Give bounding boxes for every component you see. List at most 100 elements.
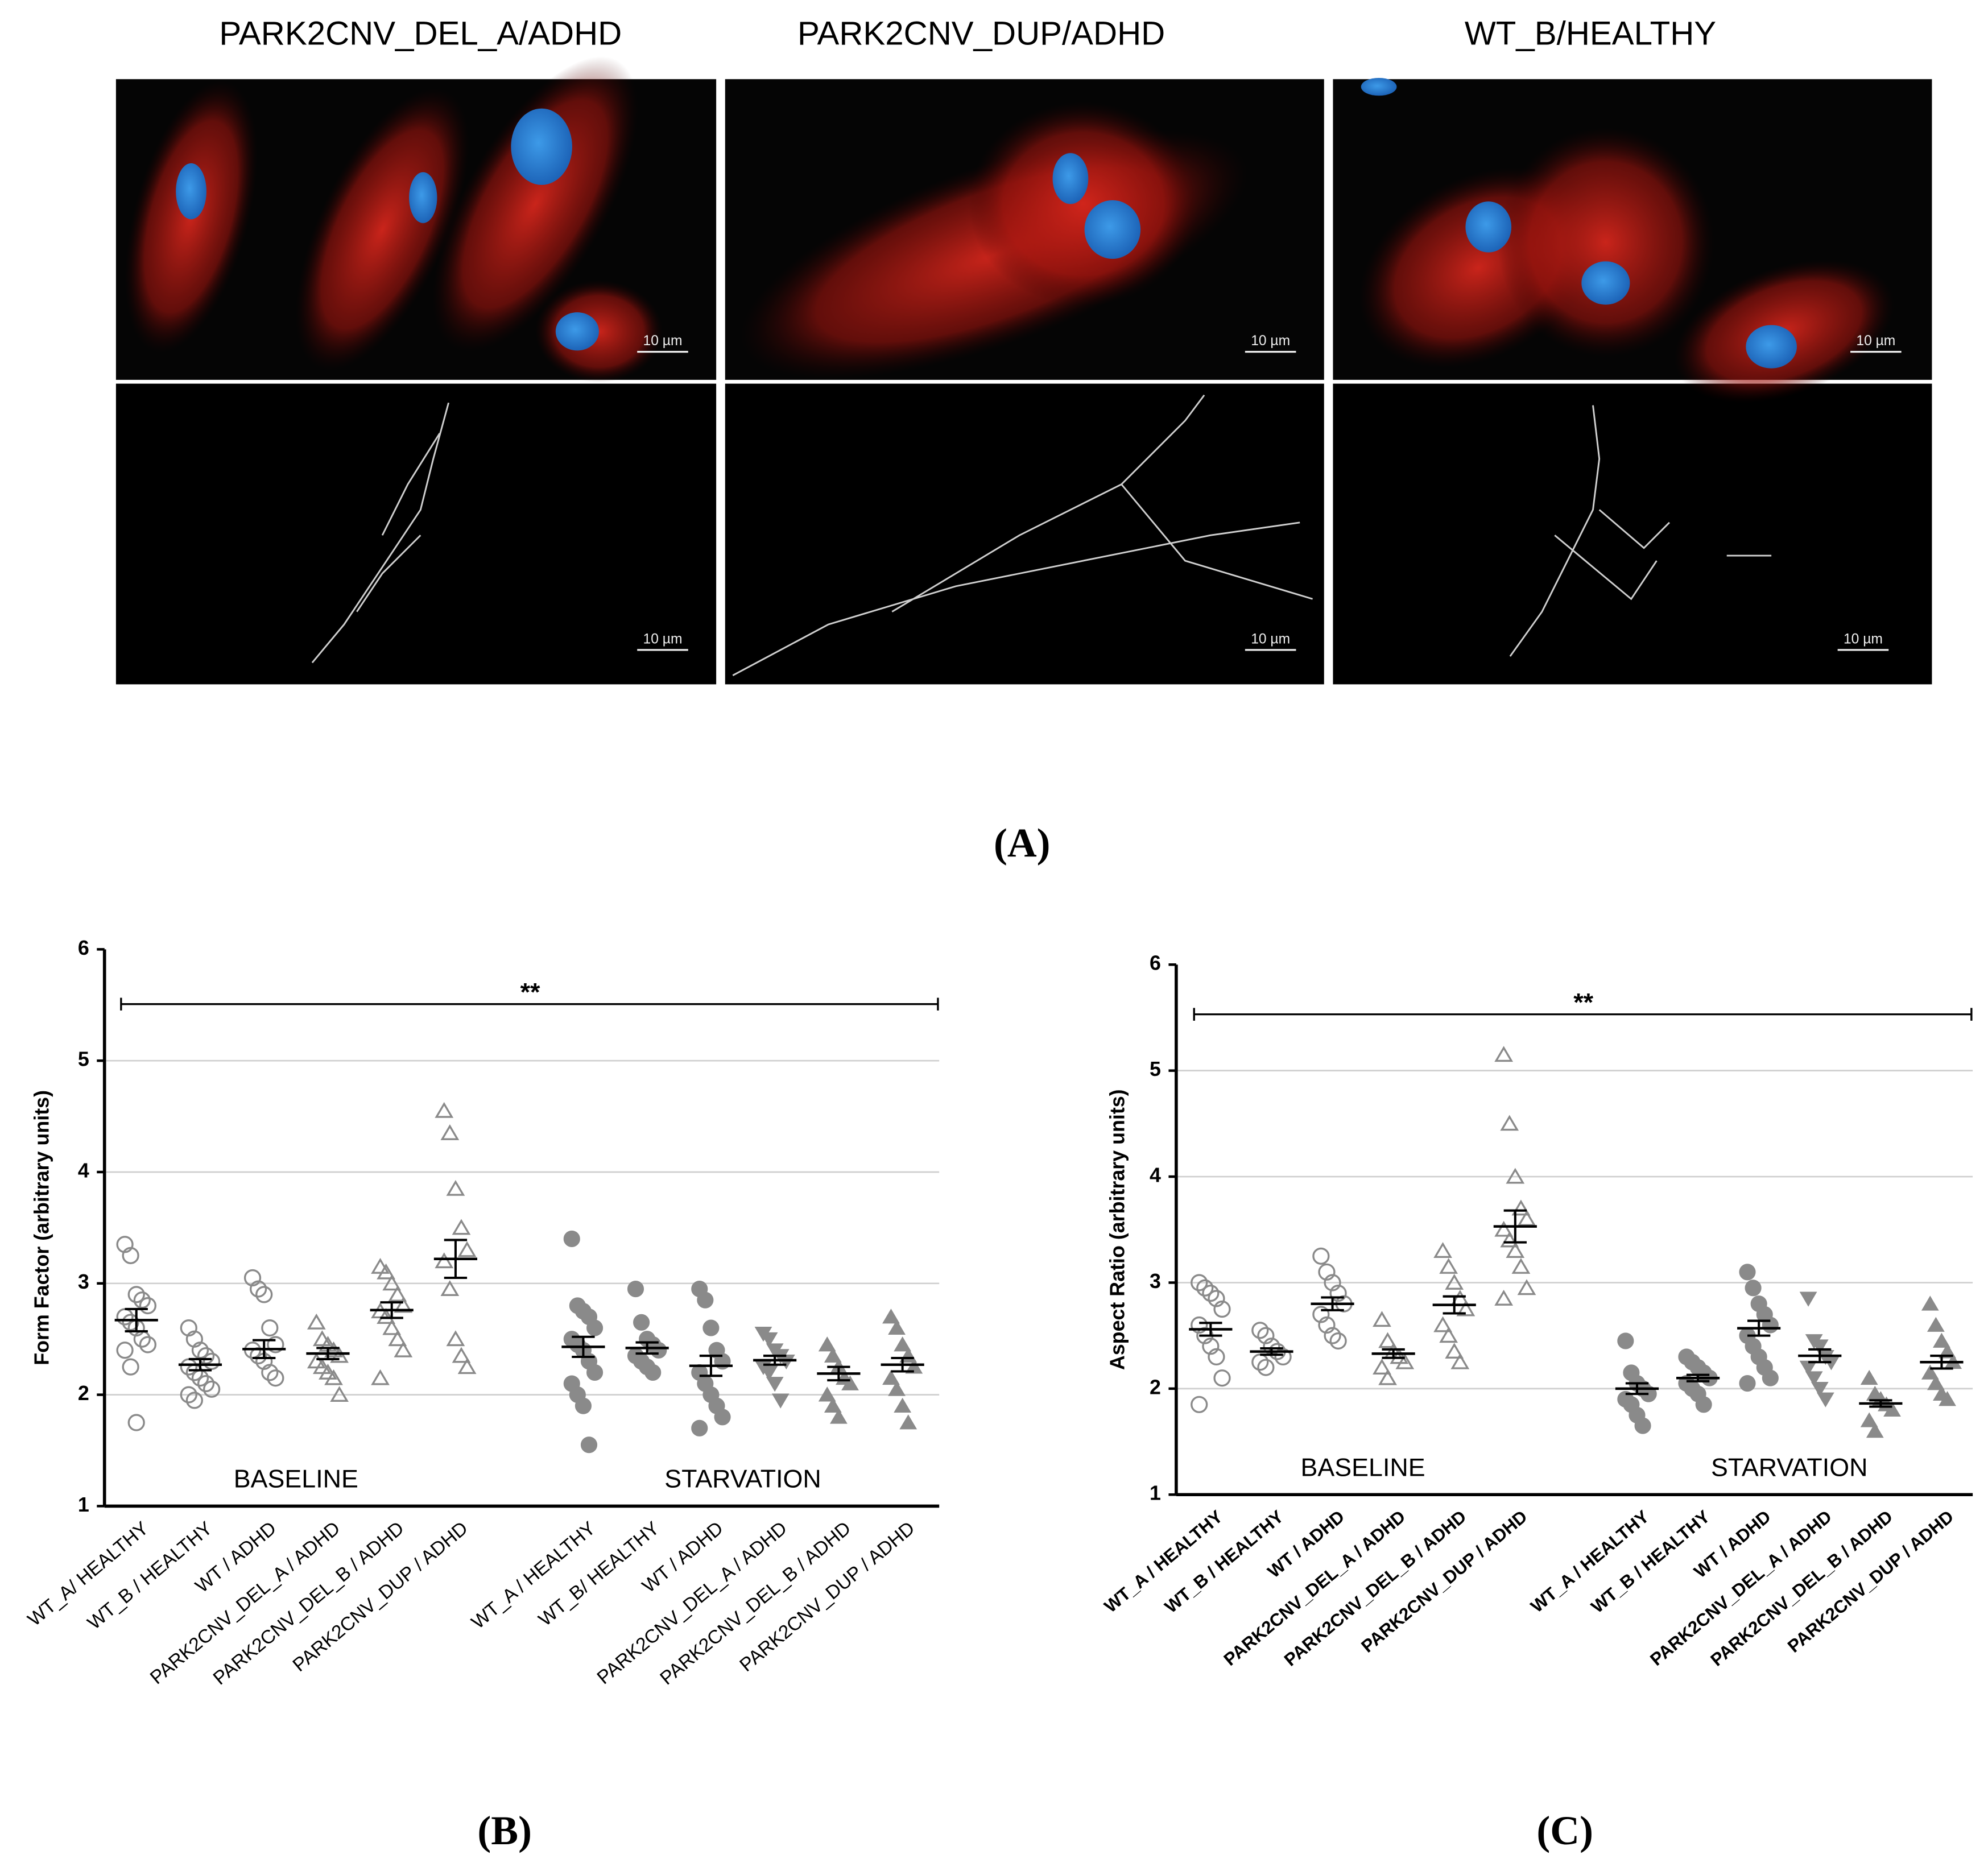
data-point (563, 1230, 580, 1248)
data-point (116, 1342, 134, 1359)
data-point (1617, 1332, 1634, 1349)
annotation: ** (520, 978, 540, 1007)
data-point (452, 1347, 471, 1363)
group-label: STARVATION (1711, 1453, 1867, 1481)
x-tick-label: WT_B/ HEALTHY (535, 1518, 663, 1630)
data-point (824, 1397, 842, 1413)
data-point (1745, 1280, 1762, 1297)
data-point (1312, 1306, 1330, 1323)
nucleus (1465, 201, 1512, 252)
data-point (127, 1414, 145, 1431)
data-point (691, 1419, 708, 1436)
data-point (771, 1393, 790, 1409)
data-point (1811, 1381, 1829, 1397)
data-point (382, 1274, 402, 1291)
chart: 1 2 3 4 5 6 Aspect Ratio (arbitrary units) ** BA… (1101, 952, 1973, 1853)
data-point (452, 1219, 471, 1235)
data-point (1939, 1343, 1956, 1359)
data-point (1506, 1242, 1525, 1258)
data-point (633, 1314, 650, 1331)
data-point (766, 1377, 784, 1392)
data-point (267, 1336, 284, 1353)
panel-title: PARK2CNV_DUP/ADHD (797, 15, 1165, 52)
data-point (1927, 1316, 1945, 1332)
error-bar (1382, 1348, 1405, 1359)
data-point (1866, 1423, 1884, 1438)
annotation: ** (1573, 988, 1593, 1017)
error-bar (699, 1355, 723, 1377)
data-point (1860, 1369, 1878, 1385)
data-point (267, 1369, 284, 1387)
nucleus (1361, 77, 1397, 96)
data-point (1517, 1279, 1536, 1295)
data-point (435, 1102, 454, 1118)
y-axis-label: Form Factor (arbitrary units) (31, 1090, 53, 1365)
y-tick-label: 5 (1150, 1058, 1161, 1080)
data-point (1196, 1279, 1214, 1297)
data-point (312, 1358, 332, 1375)
data-point (697, 1291, 714, 1309)
data-point (1517, 1210, 1536, 1227)
image (115, 383, 717, 685)
data-point (1257, 1327, 1275, 1344)
data-point (894, 1336, 912, 1352)
skeleton-trace (1509, 405, 1772, 657)
cell (432, 56, 638, 352)
y-tick-label: 1 (78, 1493, 89, 1516)
data-point (330, 1347, 349, 1363)
data-point (1494, 1046, 1514, 1062)
data-point (1506, 1168, 1525, 1184)
data-point (1439, 1258, 1458, 1274)
data-point (388, 1330, 407, 1347)
data-point (122, 1247, 139, 1264)
data-point (905, 1359, 923, 1374)
cell (968, 102, 1198, 306)
data-point (882, 1369, 900, 1385)
error-bar (1260, 1347, 1283, 1356)
nucleus (176, 163, 206, 220)
data-point (1208, 1290, 1225, 1307)
data-point (180, 1386, 197, 1404)
data-point (197, 1375, 215, 1393)
data-point (1799, 1291, 1817, 1307)
data-point (1500, 1231, 1519, 1248)
data-point (586, 1364, 604, 1381)
data-point (307, 1352, 326, 1369)
data-point (627, 1281, 644, 1298)
data-point (319, 1364, 337, 1380)
data-point (440, 1124, 460, 1140)
y-tick-label: 3 (78, 1270, 89, 1293)
panel-label: (C) (1536, 1808, 1593, 1853)
data-point (446, 1179, 465, 1196)
skeleton-trace (356, 433, 441, 612)
data-point (435, 1252, 454, 1269)
data-point (377, 1308, 395, 1324)
scale-bar-label: 10 µm (1251, 333, 1290, 349)
data-point (1816, 1392, 1834, 1407)
data-point (1324, 1274, 1341, 1291)
data-point (1329, 1332, 1347, 1350)
data-point (760, 1332, 778, 1348)
y-tick-label: 1 (1150, 1482, 1161, 1505)
data-point (446, 1330, 465, 1347)
panel-label: (B) (477, 1808, 532, 1853)
data-point (888, 1319, 906, 1335)
data-point (324, 1369, 343, 1385)
error-bar (380, 1301, 403, 1319)
data-point (1318, 1316, 1336, 1334)
significance-bracket (1193, 1008, 1973, 1021)
data-point (1433, 1316, 1452, 1332)
data-point (1762, 1369, 1779, 1386)
data-point (1257, 1359, 1275, 1376)
data-point (899, 1414, 917, 1430)
data-point (1511, 1199, 1531, 1216)
data-point (1373, 1359, 1391, 1375)
data-point (1456, 1300, 1475, 1316)
error-bar (1503, 1209, 1527, 1244)
data-point (1511, 1258, 1531, 1274)
data-point (1811, 1339, 1829, 1355)
y-tick-label: 2 (78, 1382, 89, 1405)
data-point (1213, 1300, 1231, 1318)
error-bar (1930, 1355, 1953, 1370)
